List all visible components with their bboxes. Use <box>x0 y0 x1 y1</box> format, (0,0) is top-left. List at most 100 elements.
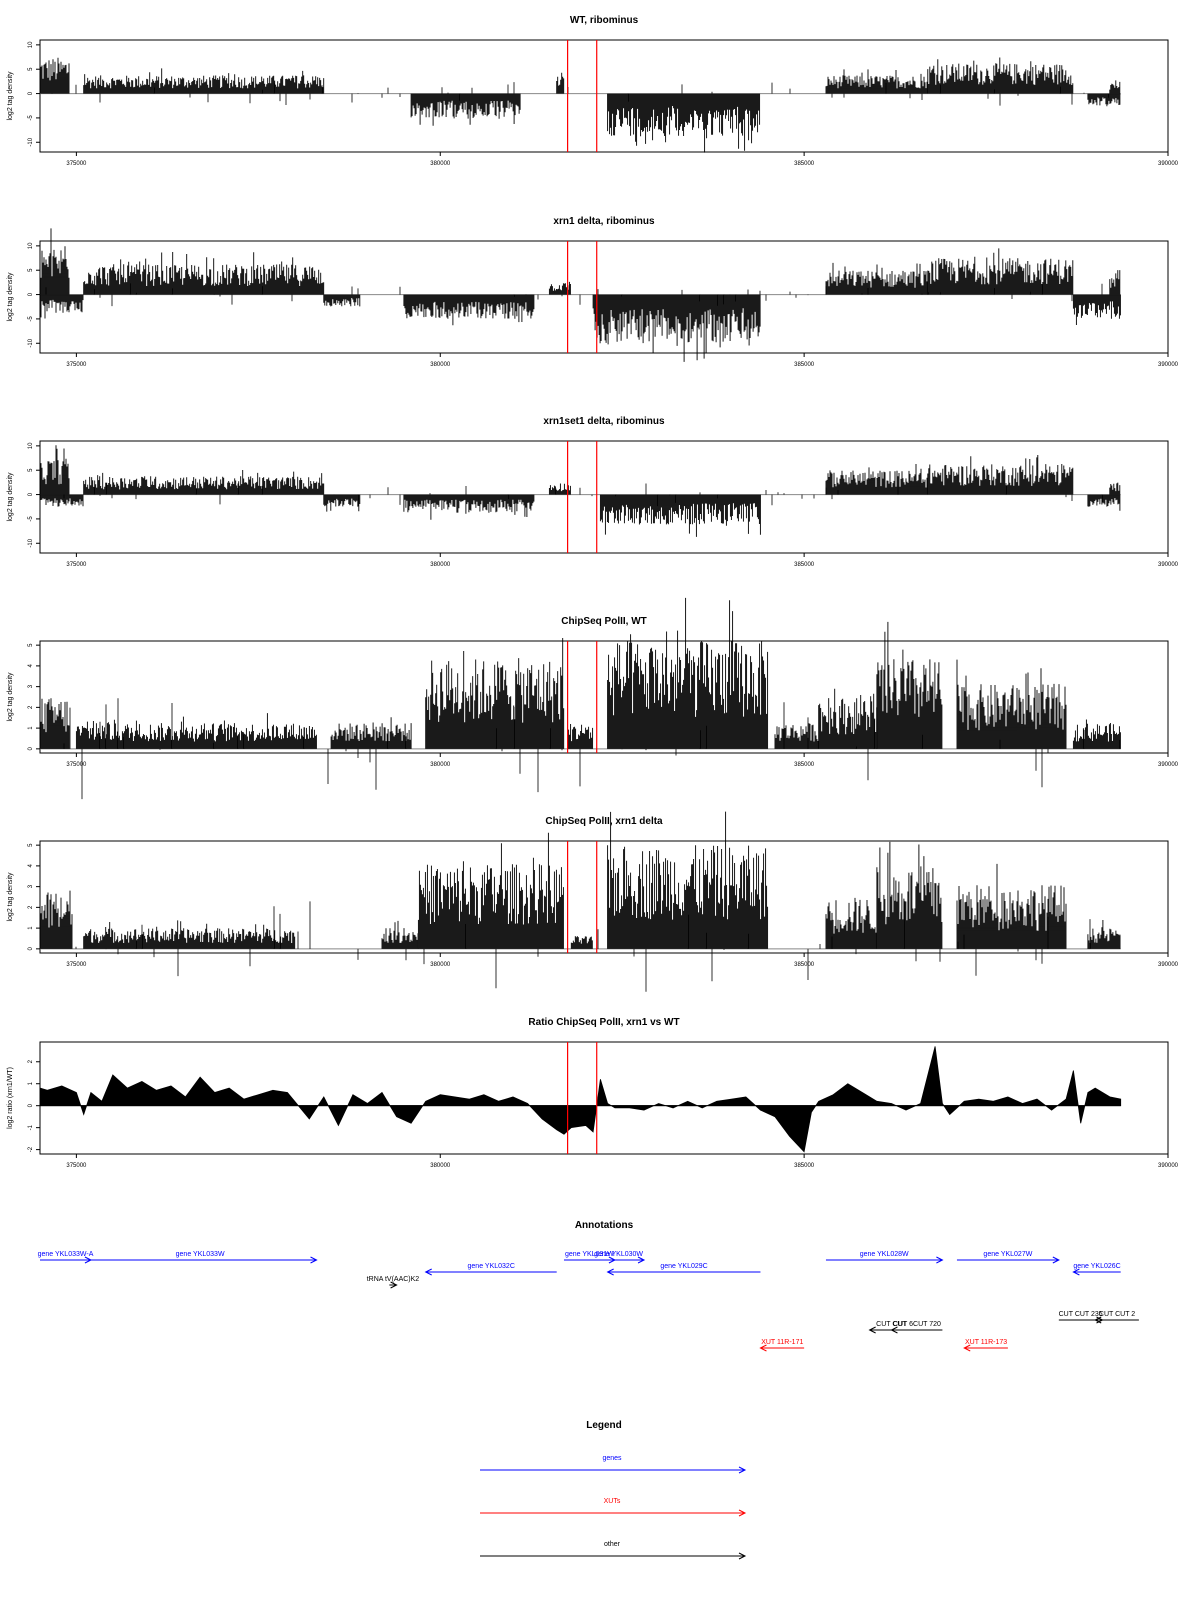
signal-bars-positive <box>567 724 594 749</box>
signal-bars-positive <box>83 470 325 495</box>
plot-frame <box>39 39 1169 153</box>
y-tick-label: 0 <box>28 1103 34 1107</box>
y-tick-label: 4 <box>28 664 34 668</box>
annotation-arrowhead <box>759 1344 767 1352</box>
y-tick-label: -10 <box>28 137 34 146</box>
x-tick-label: 380000 <box>430 562 451 568</box>
signal-bars-positive <box>825 69 928 94</box>
panel-title: Ratio ChipSeq PolII, xrn1 vs WT <box>528 1017 679 1028</box>
signal-bars-positive <box>39 228 70 295</box>
annotation-arrowhead <box>637 1256 646 1264</box>
signal-bars-positive <box>876 841 943 949</box>
signal-bars-sparse <box>39 482 1103 507</box>
signal-bars-sparse <box>63 698 1121 800</box>
y-tick-label: -5 <box>28 316 34 322</box>
x-tick-label: 375000 <box>66 362 87 368</box>
panel-title: xrn1set1 delta, ribominus <box>543 416 665 427</box>
annotation-label: CUT CUT <box>876 1321 907 1328</box>
annotation-arrowhead <box>1052 1256 1060 1264</box>
signal-bars-positive <box>956 659 1067 749</box>
ratio-area <box>39 1046 1122 1153</box>
panel-0: WT, ribominus -10 -5 0 5 10 log2 tag density 37… <box>7 15 1179 167</box>
x-tick-label: 390000 <box>1158 962 1179 968</box>
annotation-arrowhead <box>390 1281 398 1289</box>
annotation-label: XUT 11R-173 <box>965 1339 1007 1346</box>
annotation-label: XUT 11R-171 <box>761 1339 803 1346</box>
panel-4: ChipSeq PolII, xrn1 delta 0 1 2 3 4 5 log2 tag … <box>7 811 1179 992</box>
annotation-label: gene YKL033W <box>176 1251 225 1258</box>
plot-frame <box>39 840 1169 954</box>
signal-bars-negative <box>1087 494 1121 511</box>
signal-bars-positive <box>330 717 412 749</box>
y-tick-label: 5 <box>28 643 34 647</box>
annotation-arrowhead <box>936 1256 944 1264</box>
annotation-label: CUT CUT 235 <box>1059 1311 1103 1318</box>
signal-bars-negative <box>592 294 761 362</box>
x-tick-label: 390000 <box>1158 362 1179 368</box>
y-tick-label: 5 <box>28 67 34 71</box>
x-tick-label: 380000 <box>430 161 451 167</box>
x-tick-label: 385000 <box>794 762 815 768</box>
signal-bars-positive <box>39 57 70 94</box>
signal-bars-positive <box>1109 80 1121 94</box>
panel-5: Ratio ChipSeq PolII, xrn1 vs WT -2 -1 0 1 2 lo… <box>7 1017 1179 1169</box>
x-tick-label: 385000 <box>794 1163 815 1169</box>
annotation-label: gene YKL033W-A <box>38 1251 94 1258</box>
signal-bars-positive <box>1087 920 1121 949</box>
legend-title: Legend <box>586 1420 622 1431</box>
y-tick-label: 0 <box>28 292 34 296</box>
signal-bars-sparse <box>51 82 1121 106</box>
y-tick-label: 0 <box>28 492 34 496</box>
x-tick-label: 390000 <box>1158 1163 1179 1169</box>
legend-label: XUTs <box>604 1498 621 1505</box>
x-tick-label: 390000 <box>1158 562 1179 568</box>
annotation-label: CUT 6CUT 720 <box>893 1321 941 1328</box>
annotation-arrowhead <box>310 1256 318 1264</box>
panel-1: xrn1 delta, ribominus -10 -5 0 5 10 log2 tag d… <box>7 216 1179 368</box>
x-tick-label: 375000 <box>66 762 87 768</box>
annotation-arrowhead <box>868 1326 876 1334</box>
signal-bars-positive <box>83 252 325 295</box>
signal-bars-positive <box>927 455 1074 495</box>
annotation-arrowhead <box>890 1326 898 1334</box>
y-tick-label: -1 <box>28 1124 34 1130</box>
signal-bars-positive <box>825 464 928 495</box>
y-tick-label: 0 <box>28 91 34 95</box>
signal-bars-negative <box>39 494 84 507</box>
plot-frame <box>39 640 1169 754</box>
y-tick-label: 5 <box>28 468 34 472</box>
y-tick-label: 1 <box>28 926 34 930</box>
signal-bars-positive <box>570 936 593 949</box>
signal-bars-positive <box>927 57 1074 94</box>
signal-bars-positive <box>83 920 296 949</box>
signal-bars-positive <box>39 890 73 949</box>
y-axis-label: log2 tag density <box>7 672 14 722</box>
y-tick-label: 2 <box>28 1059 34 1063</box>
legend-label: other <box>604 1541 621 1548</box>
legend-arrowhead <box>738 1509 747 1517</box>
y-axis-label: log2 tag density <box>7 472 14 522</box>
y-tick-label: 2 <box>28 905 34 909</box>
y-tick-label: 5 <box>28 843 34 847</box>
annotation-label: gene YKL030W <box>594 1251 643 1258</box>
panel-title: ChipSeq PolII, xrn1 delta <box>545 816 663 827</box>
annotation-label: gene YKL027W <box>983 1251 1032 1258</box>
annotation-label: gene YKL026C <box>1073 1263 1120 1270</box>
x-tick-label: 380000 <box>430 962 451 968</box>
y-axis-label: log2 tag density <box>7 272 14 322</box>
y-tick-label: -5 <box>28 115 34 121</box>
annotation-arrowhead <box>424 1268 432 1276</box>
signal-bars-negative <box>607 93 761 153</box>
annotation-label: CUT CUT 2 <box>1099 1311 1135 1318</box>
legend-label: genes <box>602 1455 622 1462</box>
y-tick-label: -10 <box>28 538 34 547</box>
panel-2: xrn1set1 delta, ribominus -10 -5 0 5 10 log2 t… <box>7 416 1179 568</box>
y-axis-label: log2 tag density <box>7 71 14 121</box>
y-tick-label: 10 <box>28 442 34 449</box>
y-tick-label: 10 <box>28 242 34 249</box>
y-axis-label: log2 tag density <box>7 872 14 922</box>
annotation-arrowhead <box>1072 1268 1080 1276</box>
x-tick-label: 375000 <box>66 161 87 167</box>
y-axis-label: log2 ratio (xrn1/WT) <box>7 1067 14 1129</box>
